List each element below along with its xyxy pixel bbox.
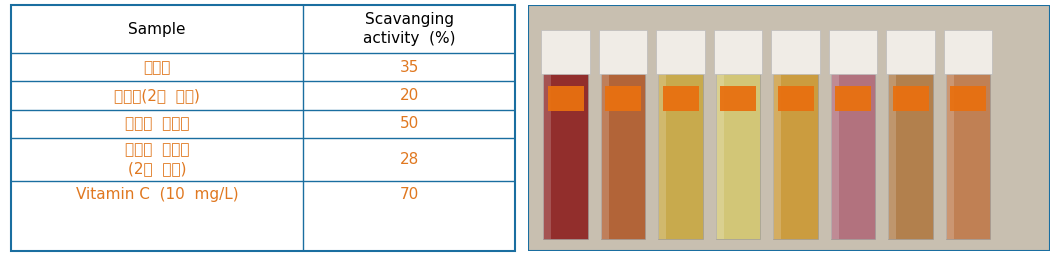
Bar <box>605 86 641 111</box>
Bar <box>601 67 609 239</box>
Text: 28: 28 <box>399 152 418 167</box>
Bar <box>601 67 646 239</box>
Bar <box>716 67 724 239</box>
Bar <box>771 30 820 74</box>
Bar <box>544 67 551 239</box>
Bar <box>548 86 584 111</box>
Bar <box>946 67 990 239</box>
Bar <box>888 67 932 239</box>
Bar <box>950 86 986 111</box>
Bar <box>830 67 875 239</box>
Bar <box>658 67 667 239</box>
Bar <box>720 86 756 111</box>
Bar <box>828 30 877 74</box>
Bar <box>663 86 699 111</box>
Bar <box>773 67 818 239</box>
Text: Vitamin C  (10  mg/L): Vitamin C (10 mg/L) <box>75 187 238 202</box>
Bar <box>887 30 935 74</box>
Bar <box>830 67 839 239</box>
Text: 70: 70 <box>399 187 418 202</box>
Text: 50: 50 <box>399 116 418 131</box>
Bar <box>946 67 954 239</box>
Text: 에타놈  추출물
(2배  희석): 에타놈 추출물 (2배 희석) <box>124 143 189 176</box>
Bar <box>656 30 705 74</box>
Bar <box>773 67 782 239</box>
Bar <box>888 67 896 239</box>
Bar <box>944 30 992 74</box>
Text: 배양액: 배양액 <box>143 60 171 75</box>
Text: 에타놈  추출물: 에타놈 추출물 <box>124 116 189 131</box>
Bar <box>716 67 760 239</box>
Text: 20: 20 <box>399 88 418 103</box>
Bar <box>835 86 871 111</box>
Text: Scavanging
activity  (%): Scavanging activity (%) <box>363 12 456 47</box>
Bar <box>777 86 813 111</box>
Text: 35: 35 <box>399 60 418 75</box>
Bar <box>542 30 590 74</box>
Bar <box>892 86 928 111</box>
Bar <box>599 30 648 74</box>
Bar <box>714 30 763 74</box>
Bar <box>544 67 588 239</box>
Bar <box>658 67 703 239</box>
Text: Sample: Sample <box>129 22 186 37</box>
Text: 배양액(2배  희석): 배양액(2배 희석) <box>114 88 200 103</box>
